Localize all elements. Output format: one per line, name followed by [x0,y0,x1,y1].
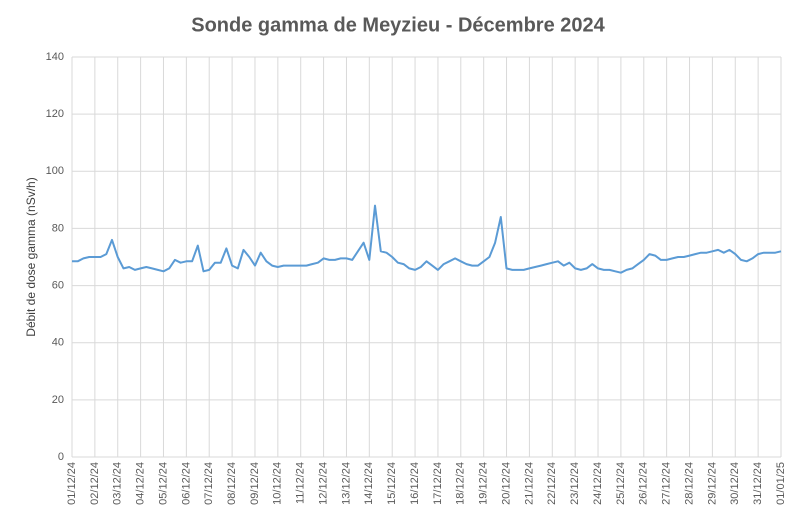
x-tick-label: 09/12/24 [249,462,261,505]
y-axis-label: Débit de dose gamma (nSv/h) [24,177,38,336]
y-tick-label: 20 [52,394,64,406]
x-tick-label: 30/12/24 [729,462,741,505]
x-tick-label: 28/12/24 [683,462,695,505]
x-tick-label: 29/12/24 [706,462,718,505]
x-tick-label: 20/12/24 [500,462,512,505]
data-line [72,204,782,274]
y-tick-label: 120 [46,108,64,120]
x-tick-label: 27/12/24 [661,462,673,505]
chart-title: Sonde gamma de Meyzieu - Décembre 2024 [191,14,605,36]
x-tick-label: 21/12/24 [523,462,535,505]
x-tick-label: 12/12/24 [317,462,329,505]
y-tick-label: 100 [46,165,64,177]
x-tick-label: 01/01/25 [775,462,787,505]
x-tick-label: 18/12/24 [455,462,467,505]
y-tick-label: 140 [46,51,64,63]
x-tick-label: 03/12/24 [112,462,124,505]
y-tick-label: 60 [52,279,64,291]
x-tick-label: 01/12/24 [66,462,78,505]
x-tick-label: 24/12/24 [592,462,604,505]
x-tick-label: 13/12/24 [340,462,352,505]
x-tick-label: 14/12/24 [363,462,375,505]
y-tick-label: 80 [52,222,64,234]
x-tick-label: 11/12/24 [295,462,307,504]
y-tick-label: 0 [58,451,64,463]
x-tick-label: 02/12/24 [89,462,101,505]
x-tick-label: 23/12/24 [569,462,581,505]
x-tick-label: 22/12/24 [546,462,558,505]
x-tick-label: 19/12/24 [478,462,490,505]
x-tick-label: 08/12/24 [226,462,238,505]
x-tick-label: 06/12/24 [180,462,192,505]
y-tick-label: 40 [52,337,64,349]
x-tick-label: 07/12/24 [203,462,215,505]
x-tick-label: 26/12/24 [638,462,650,505]
x-tick-label: 31/12/24 [752,462,764,505]
x-tick-label: 16/12/24 [409,462,421,505]
x-tick-label: 04/12/24 [135,462,147,505]
x-tick-label: 25/12/24 [615,462,627,505]
x-tick-label: 17/12/24 [432,462,444,505]
x-tick-label: 15/12/24 [386,462,398,505]
x-tick-label: 05/12/24 [157,462,169,505]
x-tick-label: 10/12/24 [272,462,284,505]
